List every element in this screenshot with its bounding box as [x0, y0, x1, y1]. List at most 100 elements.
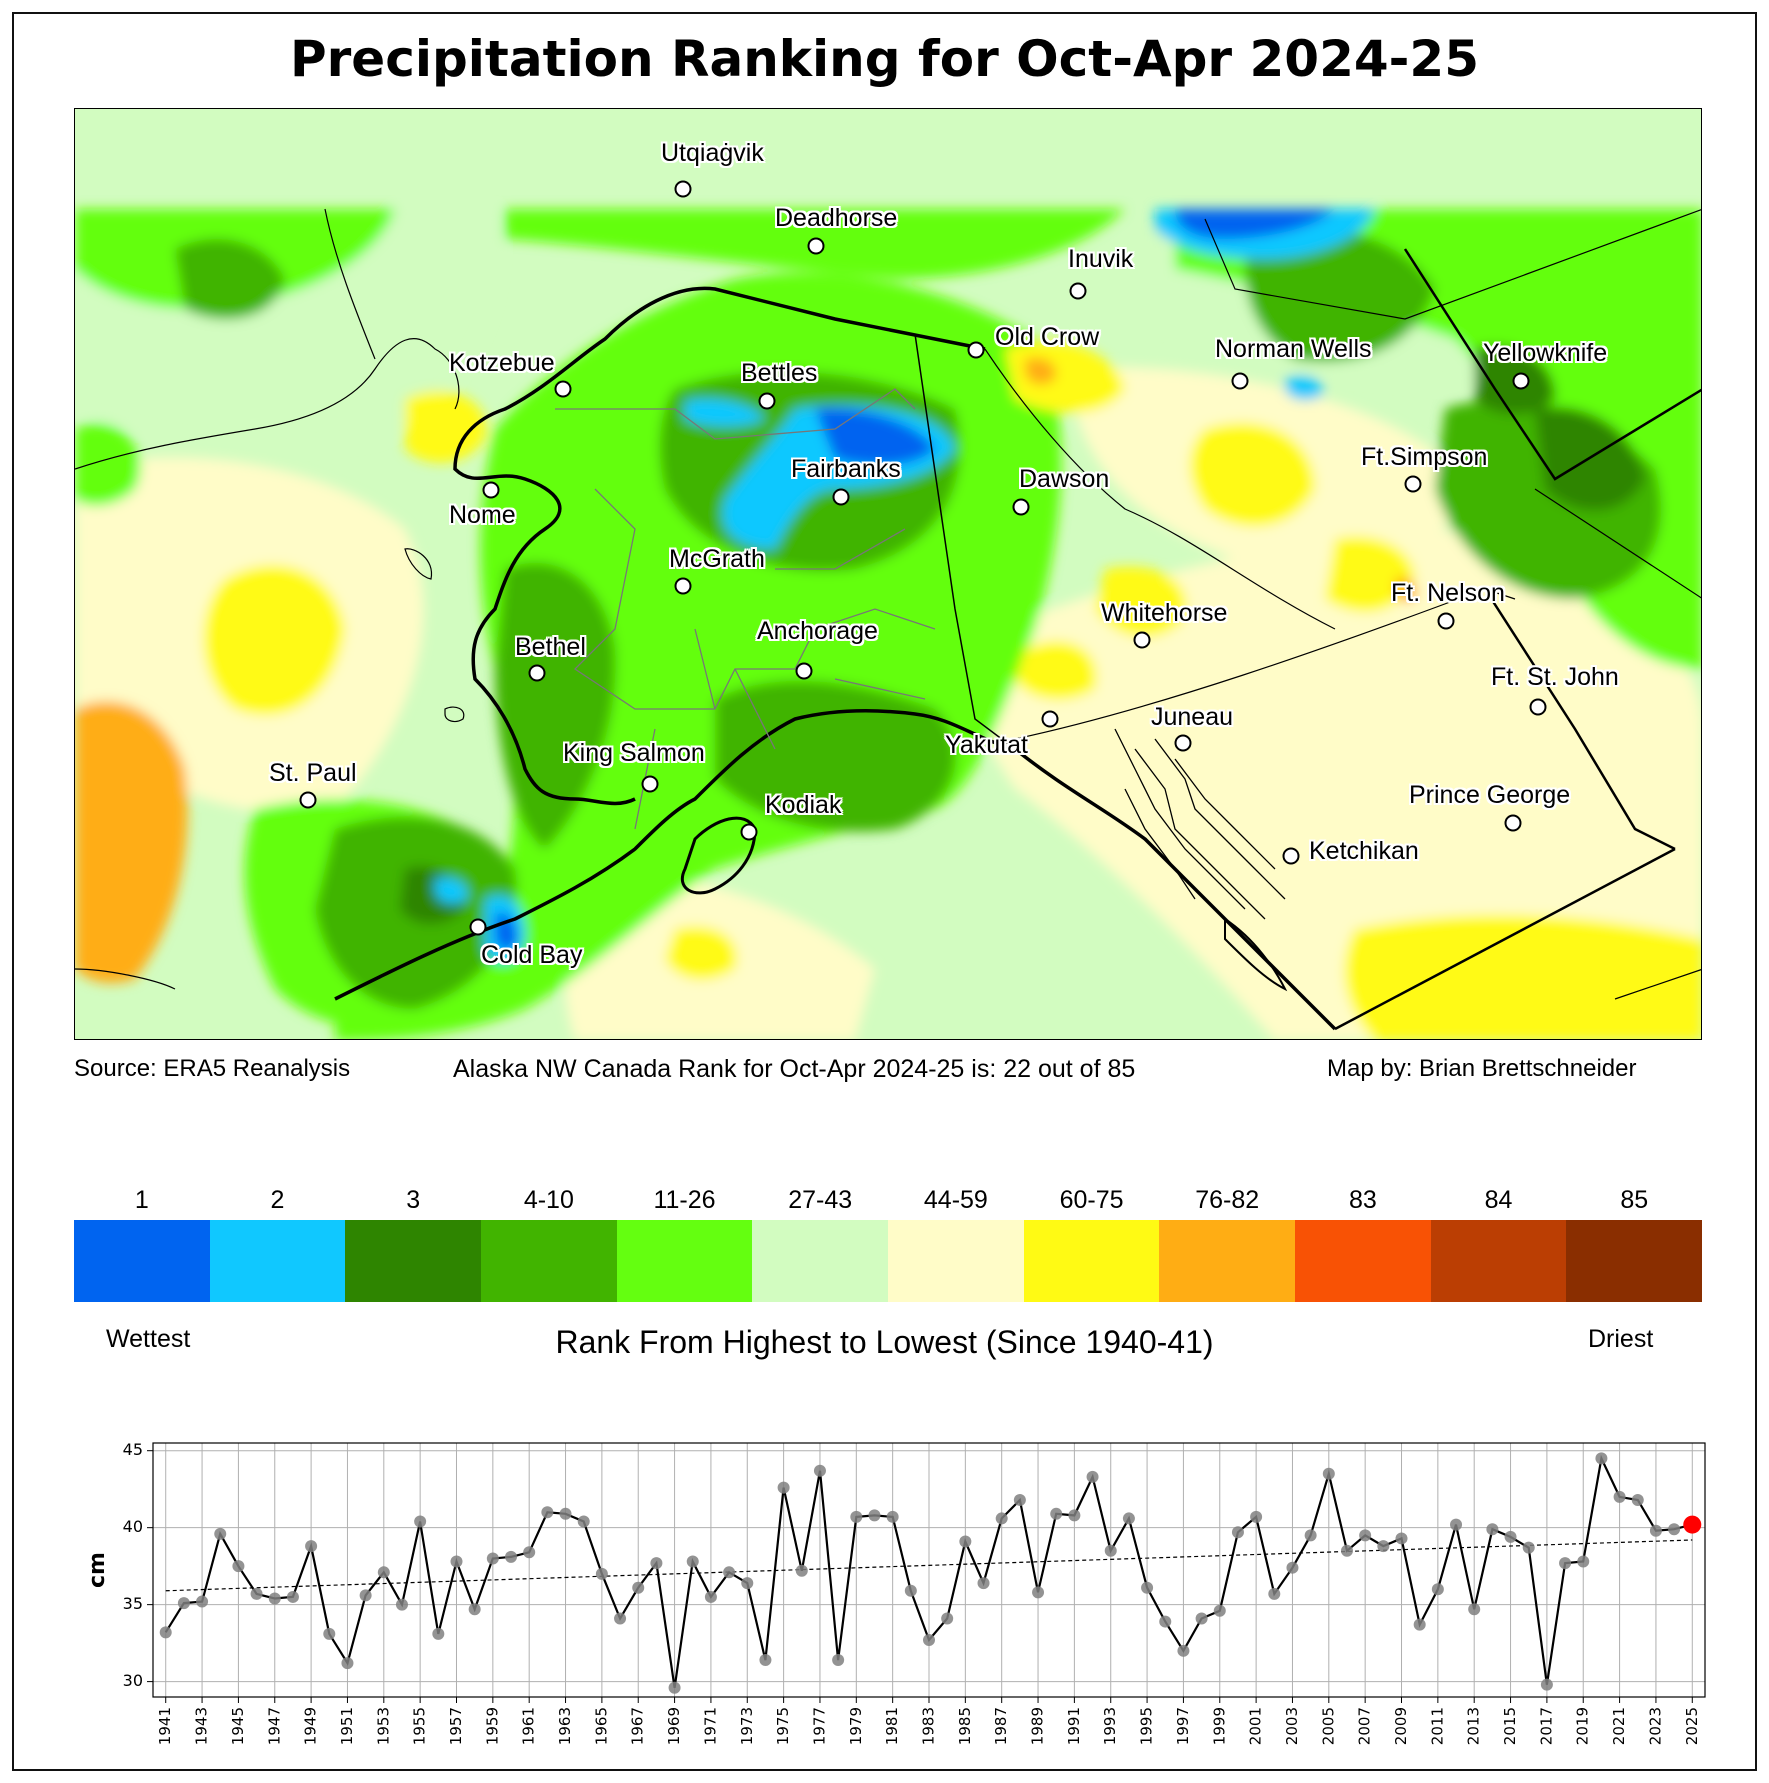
ft-nelson-label: Ft. Nelson — [1391, 579, 1505, 607]
point-2002 — [1268, 1587, 1281, 1600]
point-1948 — [286, 1590, 299, 1603]
point-2018 — [1559, 1557, 1572, 1570]
point-1986 — [977, 1577, 990, 1590]
legend-label-rank-84: 84 — [1484, 1186, 1513, 1214]
point-1970 — [686, 1555, 699, 1568]
legend-swatch-83 — [1295, 1220, 1431, 1302]
chart-tick-labels: 1941 1943 1945 1947 1949 1951 1953 1955 1957 1959… — [85, 1440, 1701, 1745]
mcgrath-label: McGrath — [669, 545, 765, 573]
x-tick-label-1973: 1973 — [738, 1707, 756, 1745]
x-tick-label-1961: 1961 — [520, 1707, 538, 1745]
cold-bay-marker — [469, 918, 487, 936]
precipitation-rank-map: Utqiaġvik Deadhorse Inuvik Old Crow Norm… — [74, 108, 1702, 1040]
point-1981 — [886, 1510, 899, 1523]
highlight-point-2025 — [1683, 1515, 1702, 1534]
inuvik-label: Inuvik — [1068, 245, 1134, 273]
point-2014 — [1486, 1523, 1499, 1536]
point-1974 — [759, 1654, 772, 1667]
dawson-marker — [1012, 498, 1030, 516]
x-tick-label-1981: 1981 — [883, 1707, 901, 1745]
legend-swatch-44-59 — [888, 1220, 1024, 1302]
x-tick-label-1943: 1943 — [193, 1707, 211, 1745]
x-tick-label-1991: 1991 — [1065, 1707, 1083, 1745]
point-1951 — [341, 1657, 354, 1670]
ft-simpson-label: Ft.Simpson — [1361, 443, 1488, 471]
inuvik-marker — [1069, 282, 1087, 300]
chart-axes — [147, 1442, 1706, 1703]
point-1968 — [650, 1557, 663, 1570]
deadhorse-label: Deadhorse — [775, 204, 898, 232]
point-2020 — [1595, 1452, 1608, 1465]
whitehorse-label: Whitehorse — [1101, 599, 1228, 627]
map-canvas — [75, 109, 1701, 1039]
legend-label-rank-76-82: 76-82 — [1195, 1186, 1260, 1214]
legend-swatch-2 — [209, 1220, 346, 1302]
point-1950 — [323, 1627, 336, 1640]
yellowknife-label: Yellowknife — [1483, 339, 1608, 367]
point-1967 — [632, 1581, 645, 1594]
legend-label-rank-60-75: 60-75 — [1059, 1186, 1124, 1214]
x-tick-label-1993: 1993 — [1101, 1707, 1119, 1745]
nome-label: Nome — [449, 501, 516, 529]
x-tick-label-1965: 1965 — [592, 1707, 610, 1745]
legend-label-rank-27-43: 27-43 — [788, 1186, 853, 1214]
point-1995 — [1141, 1581, 1154, 1594]
legend-label-rank-4-10: 4-10 — [523, 1186, 574, 1214]
legend-swatch-85 — [1566, 1220, 1703, 1302]
x-tick-label-1963: 1963 — [556, 1707, 574, 1745]
point-2007 — [1359, 1529, 1372, 1542]
x-tick-label-1941: 1941 — [156, 1707, 174, 1745]
legend-swatch-27-43 — [752, 1220, 889, 1302]
point-1942 — [177, 1597, 190, 1610]
norman-wells-marker — [1231, 372, 1249, 390]
point-2000 — [1231, 1526, 1244, 1539]
x-tick-label-1955: 1955 — [411, 1707, 429, 1745]
source-note: Source: ERA5 Reanalysis — [74, 1055, 351, 1082]
x-tick-label-1989: 1989 — [1029, 1707, 1047, 1745]
point-1976 — [795, 1564, 808, 1577]
figure-frame — [12, 12, 1757, 1771]
cold-bay-label: Cold Bay — [481, 941, 583, 969]
x-tick-label-1997: 1997 — [1174, 1707, 1192, 1745]
rank-field — [75, 209, 1701, 1039]
x-tick-label-1971: 1971 — [701, 1707, 719, 1745]
x-tick-label-1995: 1995 — [1138, 1707, 1156, 1745]
point-1990 — [1050, 1507, 1063, 1520]
legend-swatch-60-75 — [1023, 1220, 1160, 1302]
point-1993 — [1104, 1544, 1117, 1557]
point-2015 — [1504, 1530, 1517, 1543]
x-tick-label-2005: 2005 — [1319, 1707, 1337, 1745]
chart-grid — [153, 1443, 1705, 1697]
legend-label-rank-1: 1 — [134, 1186, 149, 1214]
point-2008 — [1377, 1540, 1390, 1553]
deadhorse-marker — [807, 237, 825, 255]
point-1977 — [813, 1464, 826, 1477]
norman-wells-label: Norman Wells — [1215, 335, 1372, 363]
legend-swatch-3 — [345, 1220, 482, 1302]
prince-george-marker — [1504, 814, 1522, 832]
point-1944 — [214, 1527, 227, 1540]
x-tick-label-1953: 1953 — [374, 1707, 392, 1745]
x-tick-label-1945: 1945 — [229, 1707, 247, 1745]
point-1955 — [414, 1515, 427, 1528]
bettles-marker — [758, 392, 776, 410]
point-2012 — [1450, 1518, 1463, 1531]
ft-st-john-label: Ft. St. John — [1491, 663, 1619, 691]
x-tick-label-2019: 2019 — [1574, 1707, 1592, 1745]
point-1956 — [432, 1627, 445, 1640]
point-1960 — [505, 1550, 518, 1563]
point-2005 — [1322, 1467, 1335, 1480]
point-1997 — [1177, 1644, 1190, 1657]
point-1984 — [941, 1612, 954, 1625]
yellowknife-marker — [1512, 372, 1530, 390]
x-tick-label-2001: 2001 — [1247, 1707, 1265, 1745]
ketchikan-label: Ketchikan — [1309, 837, 1419, 865]
x-tick-label-2003: 2003 — [1283, 1707, 1301, 1745]
point-2019 — [1577, 1555, 1590, 1568]
anchorage-label: Anchorage — [757, 617, 878, 645]
fairbanks-marker — [832, 488, 850, 506]
legend-swatch-1 — [74, 1220, 210, 1302]
point-1947 — [268, 1592, 281, 1605]
legend-label-rank-3: 3 — [406, 1186, 421, 1214]
legend-colorbar — [74, 1220, 1703, 1302]
